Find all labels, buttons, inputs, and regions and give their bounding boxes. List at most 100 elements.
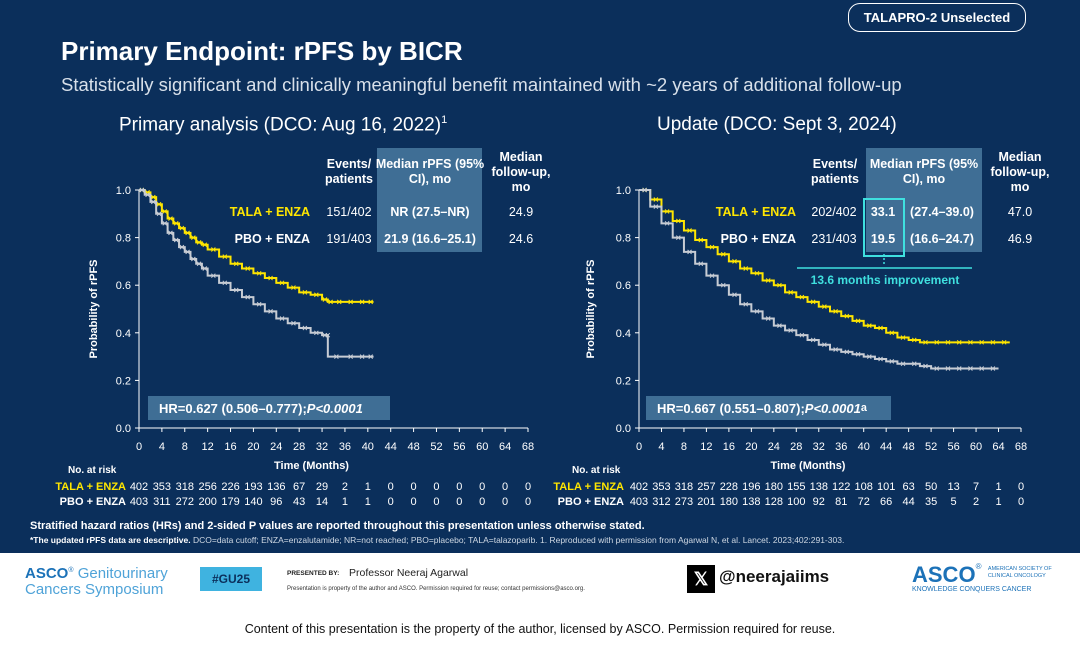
- slide: TALAPRO-2 Unselected Primary Endpoint: r…: [0, 0, 1080, 553]
- risk-number-0-1: 0: [525, 496, 531, 508]
- x-tick-label-1: 68: [1015, 441, 1027, 453]
- risk-number-0-0: 67: [293, 481, 305, 493]
- censor-mark-1-0: [754, 270, 760, 276]
- footnote-line2: *The updated rPFS data are descriptive. …: [30, 535, 845, 545]
- right-header-events: Events/ patients: [811, 157, 859, 186]
- right-hr-box: HR=0.667 (0.551–0.807); P<0.0001 a: [646, 396, 891, 420]
- right-pbo-ci: (16.6–24.7): [910, 232, 974, 246]
- x-handle[interactable]: @neerajaiims: [719, 567, 830, 586]
- censor-mark-1-0: [698, 237, 704, 243]
- censor-mark-0-0: [202, 242, 208, 248]
- x-tick-label-1: 16: [723, 441, 735, 453]
- censor-mark-0-0: [173, 220, 179, 226]
- y-axis-label-1: Probability of rPFS: [585, 259, 597, 358]
- risk-number-1-0: 353: [652, 481, 670, 493]
- censor-mark-1-1: [878, 356, 883, 362]
- censor-mark-0-1: [291, 320, 296, 326]
- censor-mark-0-1: [202, 266, 208, 271]
- left-hr-box: HR=0.627 (0.506–0.777); P<0.0001: [148, 396, 390, 420]
- censor-mark-1-1: [664, 220, 670, 226]
- risk-number-1-0: 318: [675, 481, 693, 493]
- risk-number-1-0: 122: [832, 481, 850, 493]
- risk-number-1-1: 201: [697, 496, 715, 508]
- left-header-followup: Median follow-up, mo: [491, 150, 551, 194]
- censor-mark-1-1: [732, 292, 737, 298]
- x-tick-label-0: 16: [224, 441, 236, 453]
- risk-number-0-0: 318: [176, 481, 194, 493]
- censor-mark-0-0: [179, 225, 185, 231]
- risk-number-1-1: 66: [880, 496, 892, 508]
- censor-mark-0-0: [313, 292, 319, 298]
- censor-mark-1-0: [687, 228, 692, 233]
- censor-mark-1-0: [709, 244, 715, 250]
- censor-mark-0-0: [150, 194, 156, 200]
- censor-mark-1-1: [653, 204, 659, 210]
- x-tick-label-1: 32: [813, 441, 825, 453]
- censor-mark-1-1: [956, 366, 962, 371]
- left-pbo-median: 21.9 (16.6–25.1): [384, 232, 476, 246]
- y-tick-label-1: 0.6: [616, 280, 631, 292]
- x-tick-label-0: 32: [316, 441, 328, 453]
- censor-mark-0-1: [256, 301, 262, 307]
- page-title: Primary Endpoint: rPFS by BICR: [61, 36, 463, 66]
- risk-number-0-1: 311: [153, 496, 171, 508]
- x-axis-label-1: Time (Months): [771, 460, 846, 472]
- censor-mark-1-1: [810, 337, 816, 343]
- censor-mark-1-1: [743, 301, 749, 307]
- y-tick-label-1: 0.2: [616, 375, 631, 387]
- y-tick-label-0: 0.8: [116, 233, 131, 245]
- x-tick-label-0: 60: [476, 441, 488, 453]
- y-tick-label-1: 1.0: [616, 185, 631, 197]
- censor-mark-0-1: [279, 316, 285, 321]
- risk-number-0-1: 179: [221, 496, 239, 508]
- left-tala-label: TALA + ENZA: [229, 205, 310, 219]
- left-pbo-label: PBO + ENZA: [234, 232, 310, 246]
- risk-number-0-0: 226: [221, 481, 239, 493]
- page-subtitle: Statistically significant and clinically…: [61, 74, 902, 95]
- censor-mark-0-0: [222, 254, 228, 259]
- left-tala-median: NR (27.5–NR): [390, 205, 470, 219]
- censor-mark-1-1: [675, 235, 681, 240]
- censor-mark-0-0: [302, 289, 308, 295]
- censor-mark-0-1: [179, 244, 185, 250]
- trial-badge: TALAPRO-2 Unselected: [848, 3, 1026, 32]
- censor-mark-1-0: [788, 289, 794, 295]
- censor-mark-1-0: [878, 325, 883, 331]
- censor-mark-1-1: [968, 366, 973, 371]
- censor-mark-0-1: [211, 273, 216, 279]
- y-tick-label-1: 0.0: [616, 423, 631, 435]
- right-risk-header: No. at risk: [572, 465, 621, 476]
- x-tick-label-1: 44: [880, 441, 892, 453]
- x-tick-label-1: 48: [903, 441, 915, 453]
- censor-mark-1-1: [720, 282, 726, 288]
- x-tick-label-1: 24: [768, 441, 780, 453]
- risk-number-1-0: 180: [765, 481, 783, 493]
- censor-mark-1-0: [799, 294, 805, 300]
- asco-logo: ASCO® AMERICAN SOCIETY OF CLINICAL ONCOLO…: [912, 562, 1052, 593]
- censor-mark-1-0: [765, 278, 771, 283]
- censor-mark-1-0: [923, 339, 928, 345]
- footer-banner: ASCO® Genitourinary Cancers Symposium #G…: [0, 553, 1080, 603]
- censor-mark-0-0: [211, 247, 216, 252]
- risk-number-1-0: 50: [925, 481, 937, 493]
- censor-mark-1-1: [923, 363, 928, 369]
- risk-number-0-1: 0: [433, 496, 439, 508]
- risk-number-0-0: 0: [388, 481, 394, 493]
- censor-mark-0-0: [233, 261, 239, 267]
- risk-number-0-0: 256: [198, 481, 216, 493]
- km-curve-1-0: [639, 189, 1010, 344]
- risk-number-0-1: 43: [293, 496, 305, 508]
- risk-number-0-0: 402: [130, 481, 148, 493]
- risk-number-1-0: 138: [810, 481, 828, 493]
- risk-number-0-1: 0: [479, 496, 485, 508]
- censor-mark-0-0: [156, 201, 162, 207]
- right-tala-label: TALA + ENZA: [715, 205, 796, 219]
- censor-mark-0-1: [325, 332, 331, 338]
- censor-mark-1-0: [911, 337, 917, 343]
- presenter-name: Professor Neeraj Agarwal: [349, 567, 469, 579]
- censor-mark-0-0: [190, 235, 196, 240]
- censor-mark-1-0: [968, 339, 973, 345]
- censor-mark-1-0: [720, 251, 726, 257]
- censor-mark-0-1: [348, 354, 354, 359]
- censor-mark-0-1: [302, 325, 308, 331]
